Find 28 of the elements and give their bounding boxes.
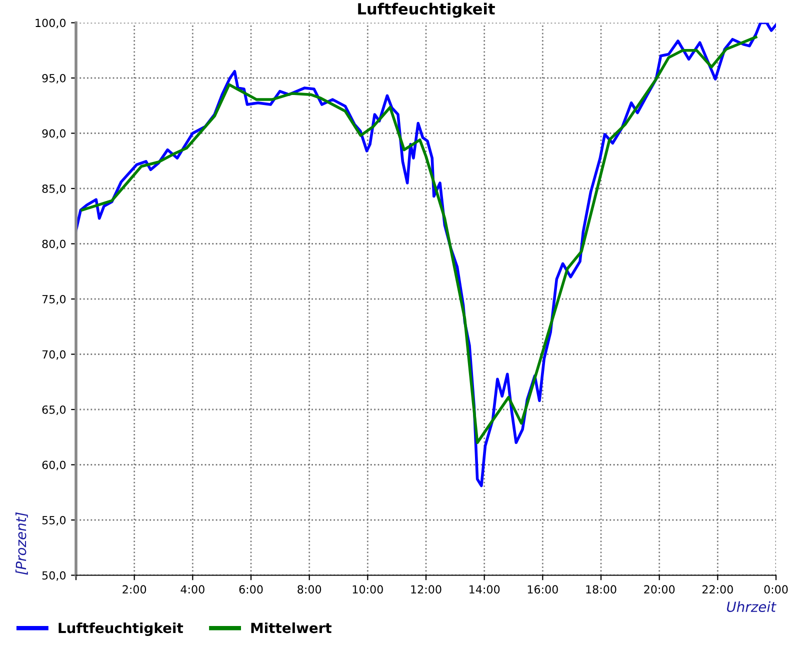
x-tick-label: 6:00 xyxy=(239,585,263,594)
x-tick-label: 0:00 xyxy=(764,585,788,594)
y-tick-label: 95,0 xyxy=(42,74,66,84)
y-axis-title: [Prozent] xyxy=(15,512,28,575)
y-tick-label: 65,0 xyxy=(42,405,66,416)
x-tick-label: 4:00 xyxy=(180,585,204,594)
x-axis-title: Uhrzeit xyxy=(726,601,776,612)
y-tick-label: 60,0 xyxy=(42,460,66,470)
y-tick-label: 70,0 xyxy=(42,350,66,360)
y-tick-label: 50,0 xyxy=(42,571,66,581)
x-tick-label: 12:00 xyxy=(411,585,442,594)
x-tick-label: 8:00 xyxy=(298,585,322,594)
y-tick-label: 100,0 xyxy=(36,18,66,28)
legend-label: Mittelwert xyxy=(251,622,332,634)
x-tick-label: 18:00 xyxy=(586,585,616,594)
x-tick-label: 16:00 xyxy=(528,585,558,594)
x-tick-label: 22:00 xyxy=(702,585,733,594)
x-tick-label: 20:00 xyxy=(644,585,675,594)
x-tick-label: 14:00 xyxy=(470,585,500,594)
y-tick-label: 90,0 xyxy=(42,129,66,139)
y-tick-label: 80,0 xyxy=(42,240,66,250)
legend-label: Luftfeuchtigkeit xyxy=(58,622,184,636)
x-tick-label: 2:00 xyxy=(122,585,146,594)
y-tick-label: 85,0 xyxy=(42,184,66,194)
y-tick-label: 55,0 xyxy=(42,516,66,526)
chart-title: Luftfeuchtigkeit xyxy=(358,2,495,18)
y-tick-label: 75,0 xyxy=(42,294,66,305)
x-tick-label: 10:00 xyxy=(352,585,383,594)
